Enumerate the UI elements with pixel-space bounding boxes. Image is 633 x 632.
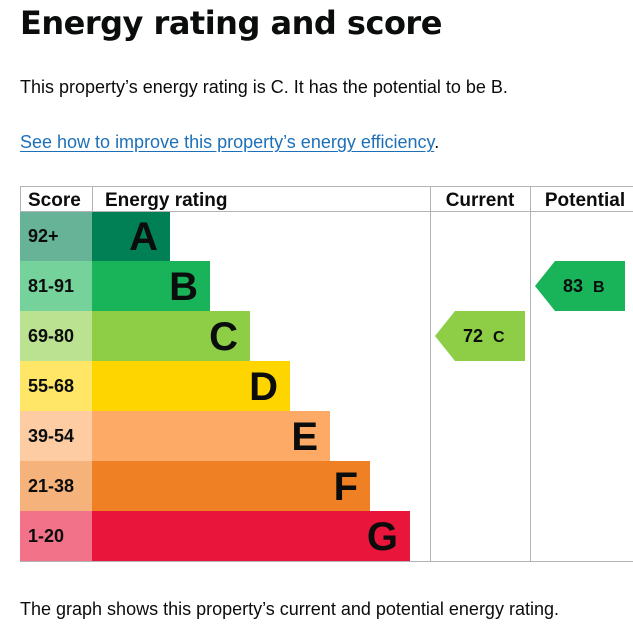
rating-letter: G [367,515,398,559]
score-cell-b [20,261,92,311]
header-energy-rating: Energy rating [105,190,227,211]
rating-letter: C [209,315,238,359]
rating-bar-g [92,511,410,561]
chart-description: The graph shows this property’s current … [20,599,559,619]
score-cell-a [20,211,92,261]
header-current: Current [446,190,515,211]
rating-bar-a [92,211,170,261]
score-cell-d [20,361,92,411]
current-rating-label: 72 C [463,326,505,346]
potential-rating-arrow [535,261,625,311]
score-cell-f [20,461,92,511]
rating-bar-c [92,311,250,361]
rating-summary: This property’s energy rating is C. It h… [20,77,508,97]
current-rating-arrow [435,311,525,361]
improve-paragraph: See how to improve this property’s energ… [20,132,439,153]
score-range-label: 92+ [28,226,59,246]
current-rating-score-value: 72 [463,326,483,346]
score-cell-e [20,411,92,461]
improve-efficiency-link[interactable]: See how to improve this property’s energ… [20,132,435,152]
improve-suffix: . [434,132,440,152]
score-range-label: 39-54 [28,426,74,446]
score-range-label: 81-91 [28,276,74,296]
potential-rating-letter: B [593,279,605,296]
page-title: Energy rating and score [20,4,442,42]
potential-rating-label: 83 B [563,276,605,296]
rating-bar-b [92,261,210,311]
score-cell-c [20,311,92,361]
rating-letter: B [169,265,198,309]
current-rating-letter: C [493,329,505,346]
rating-bar-d [92,361,290,411]
rating-bar-f [92,461,370,511]
header-potential: Potential [545,190,625,211]
potential-rating-score-value: 83 [563,276,583,296]
rating-letter: E [291,415,318,459]
score-range-label: 21-38 [28,476,74,496]
score-range-label: 1-20 [28,526,64,546]
header-score: Score [28,190,81,211]
rating-bar-e [92,411,330,461]
rating-letter: A [129,215,158,259]
rating-letter: D [249,365,278,409]
score-range-label: 69-80 [28,326,74,346]
score-range-label: 55-68 [28,376,74,396]
rating-letter: F [334,465,358,509]
score-cell-g [20,511,92,561]
